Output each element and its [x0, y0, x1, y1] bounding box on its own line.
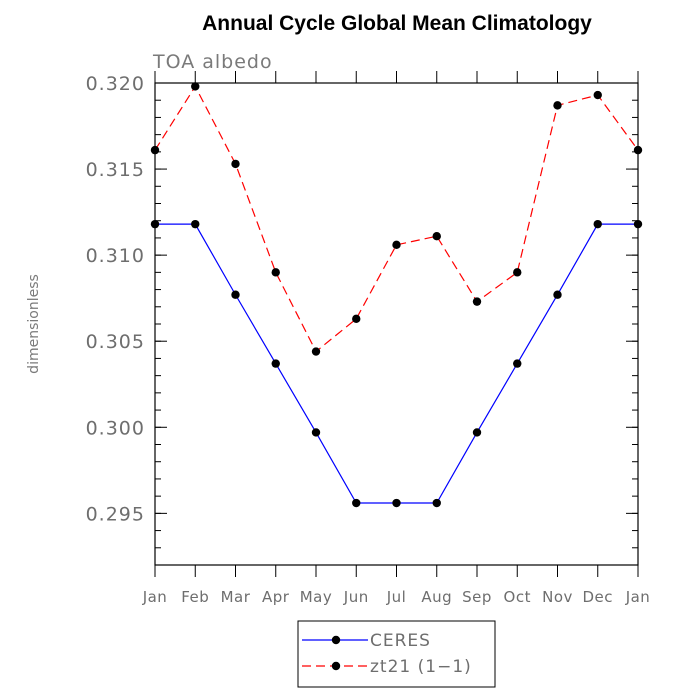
data-point — [191, 219, 200, 229]
data-point — [191, 82, 200, 91]
data-point — [432, 498, 441, 508]
data-point — [352, 498, 361, 508]
legend: CERES zt21 (1−1) — [297, 620, 496, 688]
x-tick-label: Oct — [504, 588, 531, 606]
x-tick-label: Jan — [142, 588, 168, 606]
data-point — [311, 428, 321, 437]
y-tick-labels: 0.295 0.300 0.305 0.310 0.315 0.320 — [86, 73, 145, 525]
data-point — [311, 347, 321, 356]
legend-marker — [331, 661, 341, 671]
y-tick-label: 0.300 — [86, 417, 145, 439]
x-tick-label: Sep — [462, 588, 492, 606]
x-tick-label: Feb — [181, 588, 209, 606]
y-axis-label: dimensionless — [26, 274, 42, 374]
chart-title: Annual Cycle Global Mean Climatology — [202, 12, 592, 35]
data-point — [593, 219, 602, 229]
data-point — [231, 159, 240, 169]
x-tick-label: Mar — [221, 588, 251, 606]
x-tick-label: Dec — [582, 588, 613, 606]
x-tick-label: Nov — [542, 588, 573, 606]
legend-box — [297, 620, 496, 688]
x-tick-label: Jul — [386, 588, 407, 606]
plot-frame — [154, 82, 639, 566]
y-tick-label: 0.315 — [86, 159, 145, 181]
data-point — [553, 101, 562, 110]
x-tick-label: Jun — [343, 588, 369, 606]
data-point — [472, 297, 482, 306]
x-tick-label: Apr — [262, 588, 290, 606]
data-point — [231, 290, 240, 299]
data-point — [432, 232, 441, 241]
series-1 — [150, 219, 643, 508]
data-point — [271, 268, 280, 277]
y-tick-label: 0.320 — [86, 73, 145, 95]
series-2 — [150, 82, 643, 356]
x-tick-label: May — [300, 588, 333, 606]
data-point — [392, 498, 401, 508]
data-point — [472, 428, 482, 437]
x-tick-label: Aug — [421, 588, 452, 606]
series-line — [154, 85, 639, 353]
data-point — [392, 240, 401, 250]
data-point — [513, 268, 522, 277]
data-point — [513, 359, 522, 368]
legend-label: zt21 (1−1) — [370, 657, 472, 677]
legend-marker — [331, 635, 341, 645]
x-tick-label: Jan — [625, 588, 651, 606]
y-tick-label: 0.295 — [86, 503, 145, 525]
series-layer — [150, 82, 643, 508]
chart-subtitle: TOA albedo — [152, 51, 273, 73]
data-point — [553, 290, 562, 299]
data-point — [352, 314, 361, 324]
x-tick-labels: Jan Feb Mar Apr May Jun Jul Aug Sep Oct Nov Dec Jan — [142, 588, 651, 606]
data-point — [271, 359, 280, 368]
series-line — [155, 223, 638, 504]
y-tick-label: 0.310 — [86, 245, 145, 267]
y-tick-label: 0.305 — [86, 331, 145, 353]
legend-label: CERES — [370, 631, 431, 651]
data-point — [593, 90, 602, 100]
